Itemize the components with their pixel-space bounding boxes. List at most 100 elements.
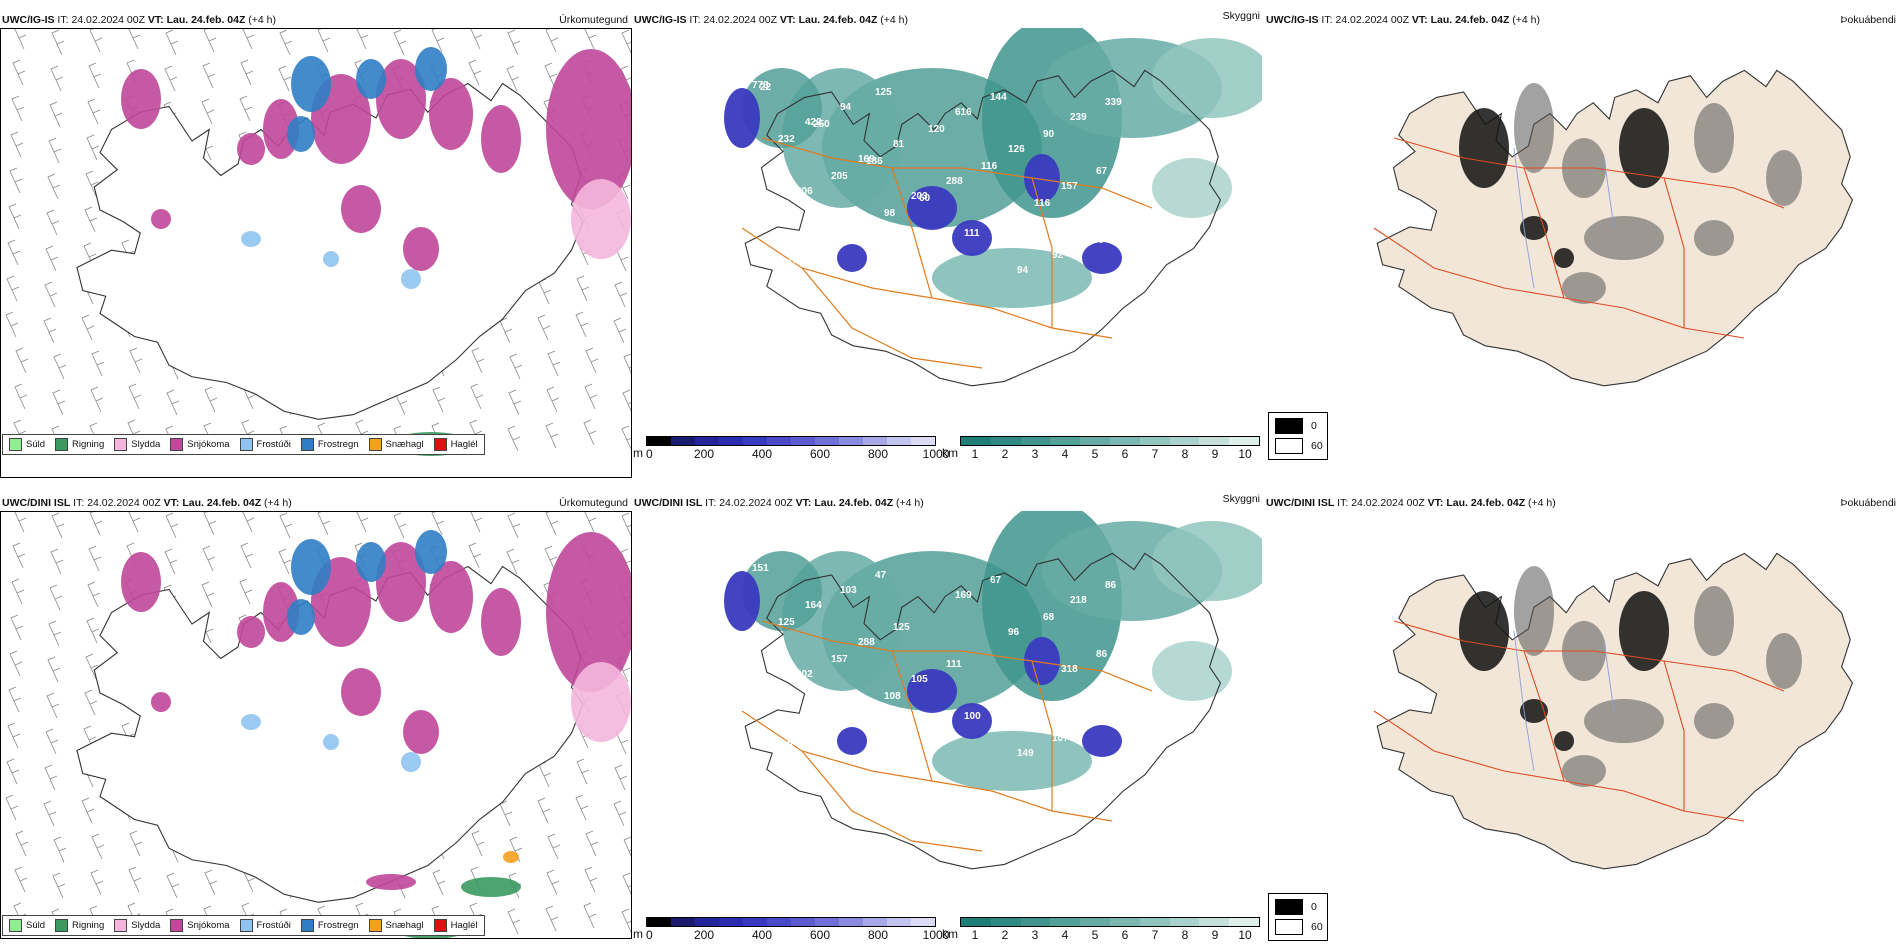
colorbar-step	[1020, 918, 1051, 926]
visibility-area	[742, 551, 822, 631]
cloud-base-area	[724, 88, 760, 148]
fog-area	[1619, 108, 1669, 188]
visibility-area	[932, 248, 1092, 308]
row1-fog-map	[1373, 69, 1854, 387]
colorbar-tick-label: 7	[1151, 447, 1159, 461]
row2-precip-header: UWC/DINI ISL IT: 24.02.2024 00Z VT: Lau.…	[2, 497, 292, 509]
precip-legend-label: Súld	[26, 920, 46, 931]
colorbar-tick-label: 8	[1181, 928, 1189, 942]
colorbar-tick-label: 800	[867, 928, 889, 942]
precip-legend-swatch	[368, 438, 382, 451]
cloud-base-value-label: 151	[752, 563, 769, 574]
fog-area	[1584, 699, 1664, 743]
colorbar-step	[1050, 918, 1081, 926]
cloud-base-value-label: 265	[1114, 218, 1131, 229]
cloud-base-value-label: 103	[840, 585, 857, 596]
road-line	[761, 620, 1153, 692]
precip-legend-item: Haglél	[433, 438, 478, 451]
cloud-base-area	[724, 571, 760, 631]
cloud-base-value-label: 69	[769, 203, 781, 214]
colorbar-tick-label: 9	[1211, 447, 1219, 461]
precip-legend-item: Frostregn	[300, 438, 359, 451]
cloud-base-value-label: 47	[875, 570, 887, 581]
cloud-base-labels: 151 164 288 105 100 149 218 366 302 200 208 169 96 31…	[752, 563, 1140, 759]
row1-fog-legend: 0 60	[1268, 412, 1328, 460]
colorbar-tick-label: 200	[693, 928, 715, 942]
colorbar-step	[839, 918, 863, 926]
cloud-base-value-label: 144	[990, 92, 1007, 103]
cloud-base-ticks: 0 200 400 600 800 1000	[646, 446, 949, 461]
colorbar-step	[1199, 437, 1230, 445]
road-network	[741, 137, 1153, 369]
row2-visibility-unit: km	[942, 927, 958, 941]
colorbar-step	[1080, 918, 1110, 926]
visibility-area	[1152, 521, 1262, 601]
row1-fog-panel: UWC/IG-IS IT: 24.02.2024 00Z VT: Lau. 24…	[1264, 14, 1900, 464]
colorbar-tick-label: 0	[646, 447, 653, 461]
cloud-base-value-label: 116	[1034, 198, 1051, 209]
row2-fog-legend: 0 60	[1268, 893, 1328, 941]
cloud-base-value-label: 208	[902, 743, 919, 754]
cloud-base-value-label: 157	[1061, 181, 1078, 192]
snow-area	[403, 227, 439, 271]
cloud-base-value-label: 306	[796, 186, 813, 197]
cloud-base-value-label: 96	[1008, 627, 1020, 638]
road-line	[1523, 167, 1565, 299]
colorbar-tick-label: 4	[1061, 447, 1069, 461]
precip-legend-item: Frostúði	[239, 919, 291, 932]
precip-legend-item: Haglél	[433, 919, 478, 932]
cloud-base-value-label: 366	[1123, 632, 1140, 643]
cloud-base-area	[837, 727, 867, 755]
cloud-base-area	[1082, 242, 1122, 274]
precip-legend-label: Slydda	[131, 920, 161, 931]
precip-legend-swatch	[114, 919, 128, 932]
row2-precip-type-panel: UWC/DINI ISL IT: 24.02.2024 00Z VT: Lau.…	[0, 497, 632, 947]
cloud-base-value-label: 432	[902, 260, 919, 271]
road-line	[891, 650, 933, 782]
visibility-ticks: 1 2 3 4 5 6 7 8 9 10	[960, 927, 1260, 942]
cloud-base-value-label: 397	[849, 223, 866, 234]
fog-area	[1520, 216, 1548, 240]
freezing-rain-area	[291, 56, 331, 112]
cloud-base-value-label: 108	[937, 728, 954, 739]
fog-low-swatch	[1275, 418, 1303, 434]
colorbar-step	[647, 918, 671, 926]
cloud-base-value-label: 67	[1096, 166, 1108, 177]
cloud-base-value-label: 81	[893, 139, 905, 150]
colorbar-step	[839, 437, 863, 445]
precip-legend-label: Snjókoma	[187, 439, 230, 450]
colorbar-step	[767, 918, 791, 926]
fog-high-label: 60	[1311, 440, 1323, 452]
cloud-base-value-label: 94	[1017, 265, 1029, 276]
colorbar-step	[1020, 437, 1051, 445]
precip-legend-item: Súld	[9, 438, 45, 451]
colorbar-step	[1109, 918, 1140, 926]
road-line	[891, 167, 933, 299]
row1-precip-legend: Súld Rigning Slydda Snjókoma Frostúði Frostre…	[2, 434, 485, 455]
colorbar-step	[911, 437, 935, 445]
colorbar-tick-label: 200	[693, 447, 715, 461]
cloud-base-value-label: 125	[893, 622, 910, 633]
rain-area	[461, 877, 521, 897]
colorbar-step	[990, 918, 1021, 926]
colorbar-step	[1139, 437, 1170, 445]
cloud-base-value-label: 24	[769, 686, 781, 697]
fog-low-label: 0	[1311, 901, 1317, 913]
cloud-base-value-label: 125	[875, 87, 892, 98]
cloud-base-area	[952, 703, 992, 739]
cloud-base-value-label: 318	[1061, 664, 1078, 675]
sleet-area-offshore	[571, 179, 631, 259]
precip-legend-item: Rigning	[55, 919, 104, 932]
fog-areas	[1459, 566, 1802, 787]
colorbar-tick-label: 10	[1238, 447, 1252, 461]
cloud-base-value-label: 67	[990, 575, 1002, 586]
cloud-base-value-label: 22	[760, 82, 772, 93]
colorbar-step	[887, 437, 911, 445]
fog-area	[1554, 731, 1574, 751]
cloud-base-value-label: 21	[822, 723, 834, 734]
precip-legend-swatch	[239, 919, 253, 932]
precip-legend-label: Frostregn	[317, 920, 359, 931]
colorbar-tick-label: 3	[1031, 928, 1039, 942]
colorbar-tick-label: 400	[751, 928, 773, 942]
precip-legend-swatch	[114, 438, 128, 451]
